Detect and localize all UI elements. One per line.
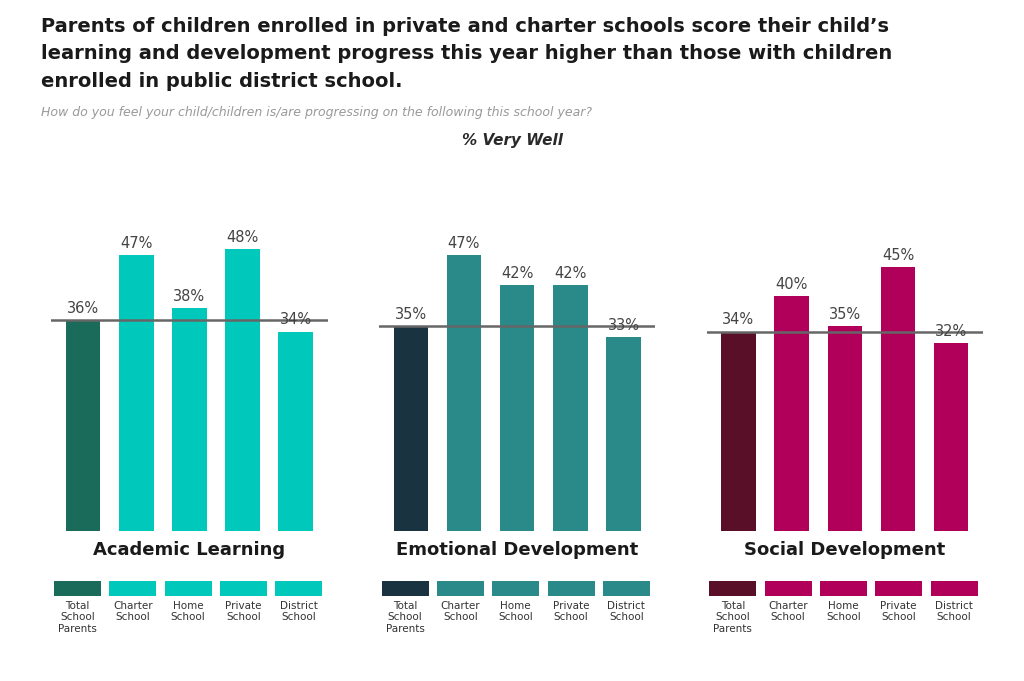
Text: Private
School: Private School: [225, 601, 261, 622]
Text: 35%: 35%: [394, 306, 427, 321]
Bar: [172, 308, 207, 531]
Text: Charter
School: Charter School: [768, 601, 808, 622]
Bar: [119, 255, 154, 531]
Text: Home
School: Home School: [171, 601, 206, 622]
Text: Parents of children enrolled in private and charter schools score their child’s: Parents of children enrolled in private …: [41, 17, 889, 36]
Text: Emotional Development: Emotional Development: [396, 541, 638, 559]
Bar: [881, 267, 915, 531]
Text: Academic Learning: Academic Learning: [93, 541, 286, 559]
Text: Private
School: Private School: [881, 601, 916, 622]
Text: District
School: District School: [607, 601, 645, 622]
Text: 35%: 35%: [828, 306, 861, 321]
Text: Private
School: Private School: [553, 601, 589, 622]
Text: enrolled in public district school.: enrolled in public district school.: [41, 72, 402, 91]
Text: 32%: 32%: [935, 324, 968, 339]
Text: % Very Well: % Very Well: [462, 133, 562, 148]
Text: Total
School
Parents: Total School Parents: [714, 601, 753, 634]
Text: 48%: 48%: [226, 230, 259, 245]
Bar: [774, 296, 809, 531]
Text: 47%: 47%: [120, 236, 153, 251]
Bar: [279, 332, 313, 531]
Text: How do you feel your child/children is/are progressing on the following this sch: How do you feel your child/children is/a…: [41, 106, 592, 118]
Bar: [66, 320, 100, 531]
Text: 36%: 36%: [67, 301, 99, 316]
Text: Home
School: Home School: [826, 601, 861, 622]
Bar: [827, 326, 862, 531]
Bar: [553, 285, 588, 531]
Text: Social Development: Social Development: [744, 541, 945, 559]
Text: Home
School: Home School: [499, 601, 534, 622]
Text: Charter
School: Charter School: [440, 601, 480, 622]
Text: 42%: 42%: [554, 266, 587, 281]
Text: 38%: 38%: [173, 289, 206, 304]
Text: 45%: 45%: [882, 248, 914, 263]
Text: District
School: District School: [935, 601, 973, 622]
Text: 34%: 34%: [722, 313, 755, 328]
Bar: [393, 326, 428, 531]
Bar: [446, 255, 481, 531]
Text: District
School: District School: [280, 601, 317, 622]
Text: Total
School
Parents: Total School Parents: [58, 601, 97, 634]
Text: learning and development progress this year higher than those with children: learning and development progress this y…: [41, 44, 892, 63]
Text: Charter
School: Charter School: [113, 601, 153, 622]
Text: 33%: 33%: [607, 318, 639, 333]
Bar: [500, 285, 535, 531]
Text: 42%: 42%: [501, 266, 534, 281]
Bar: [934, 343, 969, 531]
Bar: [225, 249, 260, 531]
Bar: [721, 332, 756, 531]
Bar: [606, 338, 641, 531]
Text: Total
School
Parents: Total School Parents: [386, 601, 425, 634]
Text: 47%: 47%: [447, 236, 480, 251]
Text: 34%: 34%: [280, 313, 312, 328]
Text: 40%: 40%: [775, 277, 808, 292]
